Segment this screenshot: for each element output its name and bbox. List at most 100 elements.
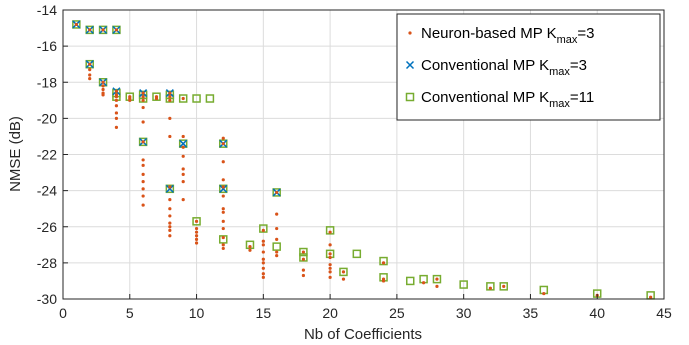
data-point — [301, 273, 305, 278]
data-point — [275, 250, 279, 254]
data-point — [138, 94, 148, 103]
data-point — [101, 28, 105, 32]
data-point — [301, 257, 305, 261]
data-point — [141, 158, 145, 162]
data-point — [179, 139, 188, 148]
x-tick-label: 40 — [589, 305, 605, 321]
y-tick-label: -30 — [37, 291, 57, 307]
data-point — [114, 89, 119, 93]
data-point — [128, 98, 132, 102]
data-point — [194, 219, 199, 223]
data-point — [459, 280, 468, 289]
legend-entry: Neuron-based MP Kmax=3 — [408, 25, 595, 46]
legend-marker — [405, 60, 415, 70]
data-point — [141, 120, 145, 124]
data-point — [381, 261, 386, 265]
data-point — [141, 172, 145, 176]
data-point — [88, 68, 92, 72]
data-point — [341, 277, 346, 281]
x-tick-label: 30 — [456, 305, 472, 321]
data-point — [221, 178, 225, 182]
data-point — [301, 268, 305, 272]
x-tick-label: 5 — [126, 305, 134, 321]
data-point — [299, 247, 308, 257]
data-point — [221, 219, 225, 223]
data-point — [221, 142, 225, 146]
data-point — [168, 98, 172, 102]
data-point — [221, 226, 225, 231]
data-point — [261, 257, 265, 261]
data-point — [194, 230, 199, 234]
data-point — [165, 184, 175, 194]
data-point — [275, 212, 279, 216]
data-point — [168, 207, 172, 211]
data-point — [219, 184, 228, 193]
x-axis-label: Nb of Coefficients — [304, 326, 422, 343]
data-point — [181, 96, 185, 101]
data-point — [141, 163, 145, 167]
data-point — [141, 187, 145, 191]
data-point — [301, 250, 305, 254]
data-point — [261, 266, 265, 270]
data-markers — [72, 20, 655, 300]
data-point — [181, 154, 185, 158]
data-point — [181, 172, 185, 176]
legend-marker — [405, 92, 415, 102]
data-point — [259, 224, 268, 233]
data-point — [299, 253, 308, 262]
data-point — [221, 207, 225, 211]
data-point — [221, 194, 225, 198]
data-point — [275, 237, 279, 241]
data-point — [98, 25, 108, 35]
data-point — [261, 239, 265, 243]
data-point — [168, 91, 172, 95]
data-point — [272, 242, 281, 251]
data-point — [275, 190, 279, 195]
data-point — [328, 255, 332, 260]
data-point — [248, 245, 252, 249]
data-point — [141, 203, 145, 207]
data-point — [194, 241, 199, 245]
data-point — [261, 250, 265, 254]
data-point — [141, 98, 145, 102]
data-point — [261, 275, 265, 279]
data-point — [542, 291, 546, 296]
data-point — [88, 28, 92, 32]
data-point — [221, 246, 225, 251]
data-point — [325, 226, 335, 235]
data-point — [221, 243, 225, 247]
data-point — [422, 281, 426, 285]
data-point — [341, 270, 346, 274]
data-point — [181, 134, 185, 139]
legend: Neuron-based MP Kmax=3 Conventional MP Km… — [396, 13, 661, 121]
data-point — [165, 94, 175, 103]
data-point — [435, 277, 439, 281]
data-point — [192, 94, 201, 103]
data-point — [328, 252, 332, 256]
data-point — [379, 256, 388, 266]
x-tick-label: 10 — [189, 305, 205, 321]
data-point — [114, 28, 119, 32]
x-tick-label: 35 — [523, 305, 539, 321]
data-point — [181, 145, 185, 149]
data-point — [112, 25, 121, 35]
data-point — [85, 59, 94, 69]
data-point — [194, 226, 199, 231]
axis-ticks: 0 5 10 15 20 25 30 35 40 45 -14 -16 -18 -20 -22 -24 -26 -… — [37, 2, 672, 321]
data-point — [219, 184, 228, 194]
data-point — [339, 267, 348, 277]
data-point — [168, 116, 172, 120]
data-point — [181, 167, 185, 171]
y-tick-label: -28 — [37, 255, 57, 271]
x-tick-label: 20 — [322, 305, 338, 321]
data-point — [168, 95, 172, 99]
data-point — [168, 185, 172, 189]
data-point — [352, 249, 362, 259]
data-point — [219, 235, 228, 244]
data-point — [85, 25, 94, 35]
data-point — [141, 91, 145, 95]
data-point — [88, 73, 92, 77]
data-point — [114, 111, 119, 115]
data-point — [261, 261, 265, 265]
data-point — [381, 279, 386, 283]
